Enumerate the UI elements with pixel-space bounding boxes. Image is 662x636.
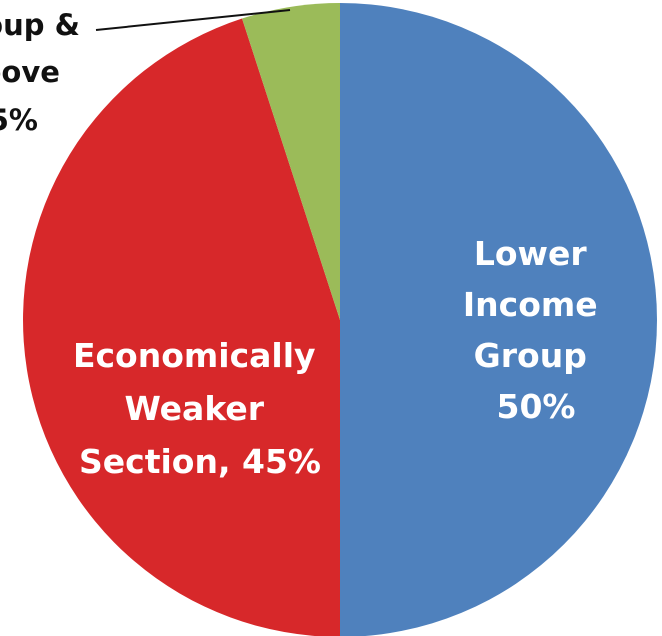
pie-slice-2	[23, 18, 340, 636]
slice-label-lower-income-group: Lower Income Group 50%	[463, 234, 609, 426]
pie-slice-3	[242, 3, 340, 320]
slice-label-line: Weaker	[124, 389, 264, 428]
leader-line-slice-3	[95, 9, 291, 31]
pie-slice-1	[340, 3, 657, 636]
slice-label-line: oove	[0, 55, 60, 89]
slice-label-line: Group	[474, 336, 587, 375]
slice-label-line: oup &	[0, 8, 80, 42]
slice-label-line: Income	[463, 285, 598, 324]
slice-label-small-group: oup & oove 5%	[0, 8, 90, 137]
slice-label-line: 50%	[497, 387, 576, 426]
slice-label-line: Lower	[474, 234, 588, 273]
slice-label-line: 5%	[0, 103, 38, 137]
slice-label-economically-weaker-section: Economically Weaker Section, 45%	[73, 336, 327, 481]
slice-label-line: Economically	[73, 336, 316, 375]
slice-label-line: Section, 45%	[79, 442, 321, 481]
pie-slices	[23, 3, 657, 636]
